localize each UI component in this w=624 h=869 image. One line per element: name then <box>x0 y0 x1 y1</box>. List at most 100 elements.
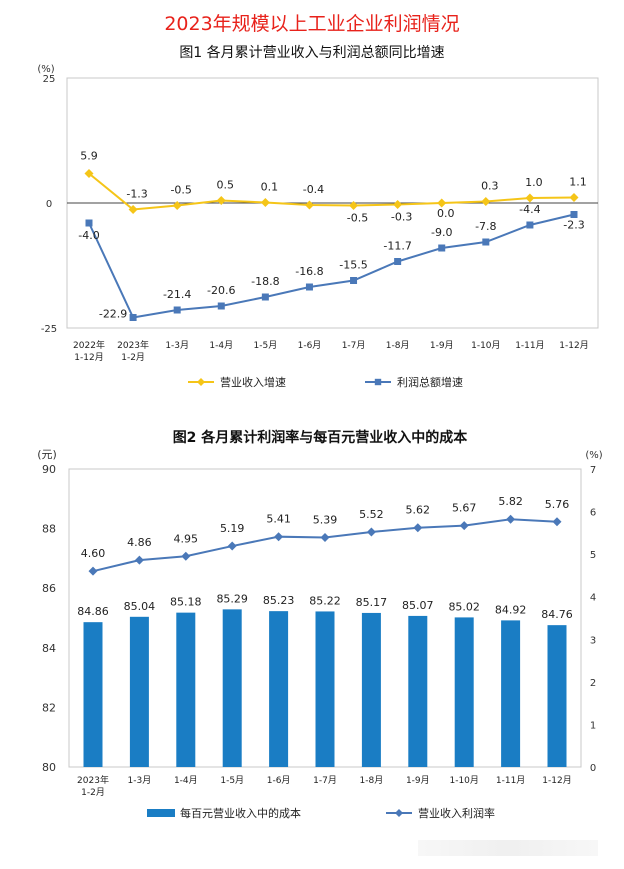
chart1-data-label-profit: -16.8 <box>295 265 323 278</box>
chart1-data-label-profit: -22.9 <box>99 308 127 321</box>
chart1-line-profit <box>88 213 575 319</box>
chart2-data-label-cost: 85.23 <box>263 594 295 607</box>
chart2-bar-cost <box>269 611 289 767</box>
chart2-bar-cost <box>83 622 103 767</box>
chart1-point-profit <box>85 219 93 227</box>
chart1-point-profit <box>394 258 402 265</box>
chart1-data-label-revenue: 0.5 <box>217 179 235 192</box>
chart1-point-profit <box>438 244 446 252</box>
chart2-data-label-margin: 5.82 <box>498 495 523 508</box>
chart2-y-tick-label-left: 88 <box>42 523 56 536</box>
chart1-point-revenue <box>349 201 359 210</box>
chart2-y-tick-label-right: 5 <box>590 550 596 561</box>
chart2-data-label-margin: 5.62 <box>406 504 431 517</box>
chart1-x-tick-label: 2023年 1-2月 <box>117 339 149 363</box>
chart1-data-label-profit: -4.0 <box>78 229 99 242</box>
chart2-y-tick-label-right: 1 <box>590 720 596 731</box>
chart2-bar-cost <box>315 611 335 767</box>
chart2-x-tick-label: 1-8月 <box>360 775 384 786</box>
chart1-data-label-profit: -4.4 <box>519 203 540 216</box>
chart1-point-revenue <box>216 196 226 205</box>
chart2-point-margin <box>88 566 98 576</box>
chart2-legend-marker-margin <box>395 809 403 817</box>
chart2-y-tick-label-right: 2 <box>590 678 596 689</box>
chart2-data-label-cost: 84.76 <box>541 608 573 621</box>
chart2-point-margin <box>366 527 376 537</box>
chart2-point-margin <box>552 517 562 527</box>
chart2-point-margin <box>320 533 330 543</box>
chart1-x-tick-label: 1-8月 <box>386 340 410 351</box>
chart1-data-label-revenue: -1.3 <box>126 188 147 201</box>
chart2-data-label-margin: 4.95 <box>174 532 199 545</box>
chart1-data-label-revenue: -0.5 <box>170 184 191 197</box>
chart1-data-label-profit: -18.8 <box>251 275 279 288</box>
chart2-data-label-margin: 5.39 <box>313 514 338 527</box>
chart2-data-label-margin: 4.60 <box>81 547 106 560</box>
chart2-data-label-cost: 85.04 <box>124 600 156 613</box>
chart2-data-label-margin: 5.41 <box>266 513 291 526</box>
chart1-point-profit <box>305 283 313 291</box>
chart1-data-label-revenue: -0.3 <box>391 211 412 224</box>
chart2-bar-cost <box>454 617 474 767</box>
chart1-point-profit <box>526 221 534 229</box>
chart2-data-label-cost: 85.22 <box>309 594 341 607</box>
chart2-bar-cost <box>222 609 242 767</box>
chart2-data-label-margin: 5.76 <box>545 498 570 511</box>
chart2-x-tick-label: 1-12月 <box>542 775 571 786</box>
chart1-point-revenue <box>172 201 182 210</box>
chart1-x-tick-label: 1-7月 <box>342 340 366 351</box>
chart2-data-label-cost: 85.02 <box>448 600 480 613</box>
chart2-point-margin <box>134 555 144 565</box>
chart2-data-label-cost: 84.86 <box>77 605 109 618</box>
chart2-y-tick-label-right: 4 <box>590 593 596 604</box>
page-title: 2023年规模以上工业企业利润情况 <box>164 13 460 35</box>
chart2-y-tick-label-right: 3 <box>590 635 596 646</box>
chart1-legend-revenue: 营业收入增速 <box>220 375 286 389</box>
chart2-y-tick-label-right: 6 <box>590 508 596 519</box>
chart2-x-tick-label: 1-11月 <box>496 775 525 786</box>
chart2-x-tick-label: 1-9月 <box>406 775 430 786</box>
chart1-point-revenue <box>525 193 535 203</box>
chart1-point-revenue <box>481 197 491 206</box>
chart2-point-margin <box>413 523 423 533</box>
chart1-point-profit <box>261 293 269 301</box>
chart2-bar-cost <box>501 620 521 767</box>
chart1-x-tick-label: 1-3月 <box>165 340 189 351</box>
chart1-data-label-revenue: -0.5 <box>347 212 368 225</box>
chart2-point-margin <box>459 521 469 531</box>
chart2-line-margin <box>92 518 558 573</box>
chart1-x-tick-label: 1-4月 <box>209 340 233 351</box>
chart1-data-label-revenue: 0.1 <box>261 181 279 194</box>
chart1-data-label-revenue: -0.4 <box>303 183 324 196</box>
chart1-data-label-revenue: 0.0 <box>437 207 455 220</box>
chart1-point-revenue <box>260 198 270 207</box>
chart2-y-axis-label-right: (%) <box>585 450 602 461</box>
chart1-point-profit <box>570 211 578 218</box>
chart1-y-tick-label: 0 <box>46 199 52 210</box>
chart2-x-tick-label: 1-7月 <box>313 775 337 786</box>
chart1-data-label-profit: -20.6 <box>207 284 235 297</box>
chart2-point-margin <box>181 551 191 561</box>
chart2-x-tick-label: 1-6月 <box>267 775 291 786</box>
chart1-data-label-profit: -21.4 <box>163 288 191 301</box>
watermark-blur <box>418 840 598 856</box>
chart2-data-label-cost: 85.17 <box>356 596 388 609</box>
chart2-x-tick-label: 1-4月 <box>174 775 198 786</box>
chart2-legend-cost: 每百元营业收入中的成本 <box>180 806 301 820</box>
chart1-x-tick-label: 1-6月 <box>298 340 322 351</box>
chart1-y-tick-label: -25 <box>41 324 57 335</box>
chart1-point-profit <box>217 302 225 310</box>
chart2-y-tick-label-left: 86 <box>42 582 56 595</box>
chart1-point-profit <box>482 238 490 246</box>
chart1-point-profit <box>350 277 358 284</box>
chart2-data-label-cost: 85.18 <box>170 596 202 609</box>
chart1-data-label-profit: -7.8 <box>475 220 496 233</box>
chart2-legend-margin: 营业收入利润率 <box>418 806 495 820</box>
chart2-bar-cost <box>129 616 149 767</box>
chart2-y-tick-label-right: 0 <box>590 763 596 774</box>
chart1-legend-marker <box>197 378 205 386</box>
chart2-data-label-cost: 85.29 <box>216 592 248 605</box>
chart2-data-label-margin: 5.67 <box>452 502 477 515</box>
chart1-x-tick-label: 2022年 1-12月 <box>73 339 105 363</box>
